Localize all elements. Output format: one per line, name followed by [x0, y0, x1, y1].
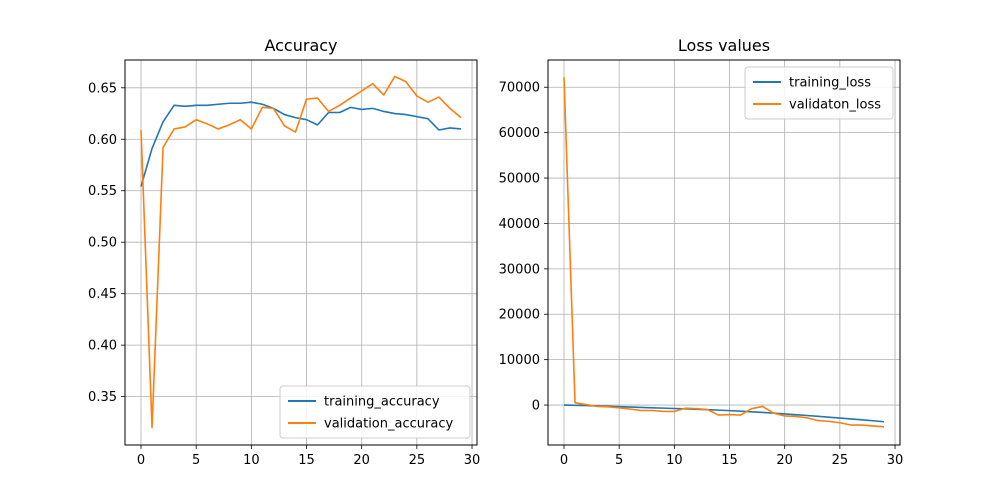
- series-line-validaton_loss: [563, 77, 885, 428]
- legend-label: training_accuracy: [324, 395, 440, 410]
- y-tick-label: 20000: [499, 308, 540, 323]
- legend-label: training_loss: [789, 76, 871, 91]
- legend-label: validation_accuracy: [324, 417, 453, 432]
- series-line-validation_accuracy: [140, 75, 462, 429]
- y-tick-label: 0.40: [88, 339, 117, 354]
- x-tick-label: 30: [887, 453, 904, 468]
- y-tick-label: 0: [532, 399, 540, 414]
- y-tick-label: 0.55: [88, 184, 117, 199]
- series-line-training_accuracy: [140, 101, 462, 187]
- x-tick-label: 10: [243, 453, 260, 468]
- x-tick-label: 5: [615, 453, 623, 468]
- plot-frame: [547, 59, 901, 446]
- x-tick-label: 5: [192, 453, 200, 468]
- x-tick-label: 25: [409, 453, 426, 468]
- legend-label: validaton_loss: [789, 98, 881, 113]
- chart-panel-2: Loss values 0 5 10 15 20 25 30 0 10000 20000 30000 4…: [499, 36, 904, 468]
- y-tick-label: 10000: [499, 353, 540, 368]
- legend: training_accuracy validation_accuracy: [279, 385, 471, 439]
- x-tick-label: 15: [298, 453, 315, 468]
- y-tick-label: 30000: [499, 262, 540, 277]
- y-tick-label: 70000: [499, 81, 540, 96]
- y-tick-label: 50000: [499, 172, 540, 187]
- y-tick-label: 0.45: [88, 287, 117, 302]
- x-tick-label: 0: [560, 453, 568, 468]
- x-tick-label: 30: [464, 453, 481, 468]
- y-tick-label: 60000: [499, 126, 540, 141]
- chart-title: Accuracy: [264, 36, 337, 55]
- x-tick-label: 25: [832, 453, 849, 468]
- x-tick-label: 0: [137, 453, 145, 468]
- y-tick-label: 0.60: [88, 133, 117, 148]
- legend: training_loss validaton_loss: [744, 66, 894, 120]
- chart-title: Loss values: [678, 36, 770, 55]
- y-tick-label: 40000: [499, 217, 540, 232]
- y-tick-label: 0.65: [88, 81, 117, 96]
- x-tick-label: 20: [353, 453, 370, 468]
- x-tick-label: 10: [666, 453, 683, 468]
- y-tick-label: 0.50: [88, 236, 117, 251]
- x-tick-label: 15: [721, 453, 738, 468]
- y-tick-label: 0.35: [88, 390, 117, 405]
- x-tick-label: 20: [776, 453, 793, 468]
- chart-panel-1: Accuracy 0 5 10 15 20 25 30 0.35 0.40 0.45 0.50 0.55…: [88, 36, 480, 468]
- series-line-training_loss: [563, 404, 885, 423]
- legend-box: [279, 385, 471, 439]
- legend-box: [744, 66, 894, 120]
- plot-frame: [124, 59, 478, 446]
